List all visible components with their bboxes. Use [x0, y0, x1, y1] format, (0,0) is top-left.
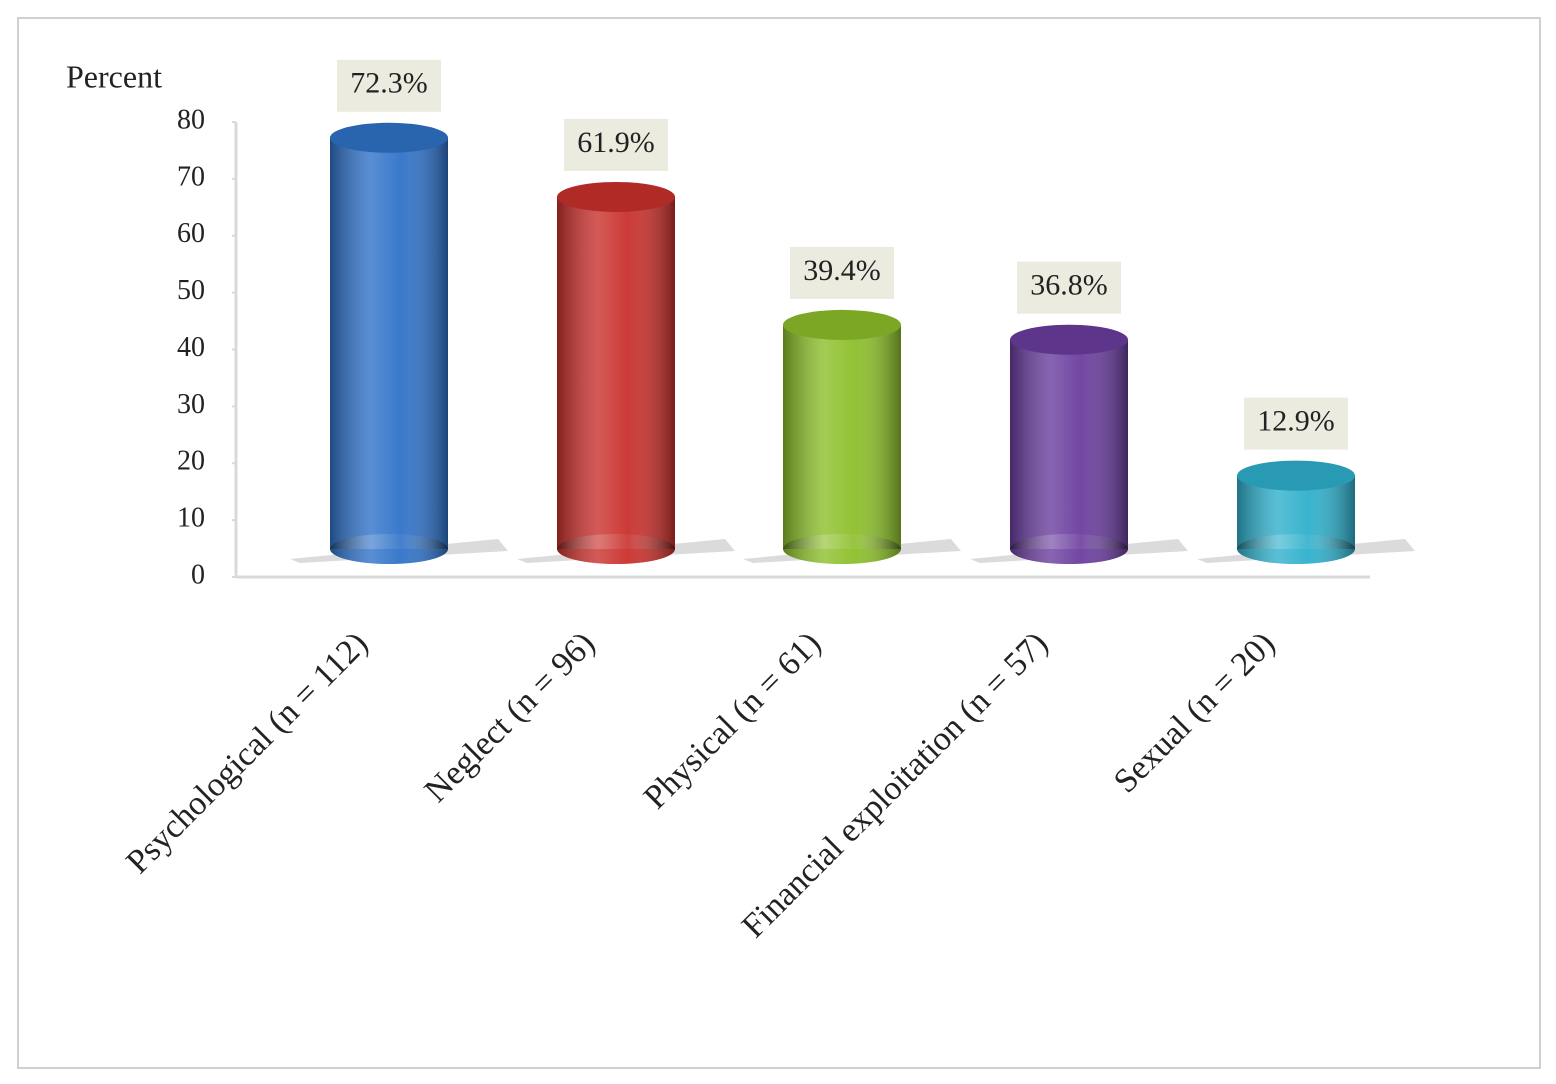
bar-shade	[1010, 339, 1128, 549]
bar-base-shade	[783, 534, 901, 564]
value-label-box	[564, 118, 668, 171]
value-label: 72.3%	[350, 67, 428, 100]
value-label-box	[790, 246, 894, 299]
bar-top-shade	[783, 309, 901, 340]
bar-top-shade	[1237, 460, 1355, 491]
bar-top	[1237, 460, 1355, 491]
value-label: 36.8%	[1030, 269, 1108, 302]
y-tick-label: 70	[177, 161, 205, 192]
y-tick-label: 60	[177, 218, 205, 249]
bar-top-shade	[330, 122, 448, 153]
y-tick-label: 10	[177, 503, 205, 534]
value-label: 12.9%	[1257, 405, 1335, 438]
bar-base-shade	[557, 534, 675, 564]
bar-top	[330, 122, 448, 153]
value-label-box	[1017, 261, 1121, 314]
bar-top	[1010, 324, 1128, 355]
y-tick-label: 0	[191, 559, 205, 590]
bar-shade	[330, 137, 448, 549]
y-tick-label: 80	[177, 104, 205, 135]
bar-top-shade	[557, 181, 675, 212]
bar-top-shade	[1010, 324, 1128, 355]
y-tick-label: 50	[177, 275, 205, 306]
bar-base-shade	[1010, 534, 1128, 564]
value-label-box	[1244, 397, 1348, 450]
y-tick-label: 40	[177, 332, 205, 363]
bar-base-shade	[1237, 534, 1355, 564]
y-tick-label: 30	[177, 389, 205, 420]
bar-shade	[557, 196, 675, 549]
bar-shade	[783, 324, 901, 549]
bar-top	[783, 309, 901, 340]
value-label: 61.9%	[577, 126, 655, 159]
value-label: 39.4%	[803, 254, 881, 287]
bar-top	[557, 181, 675, 212]
value-label-box	[337, 59, 441, 112]
y-axis-title: Percent	[66, 58, 162, 94]
bar-base-shade	[330, 534, 448, 564]
y-tick-label: 20	[177, 446, 205, 477]
